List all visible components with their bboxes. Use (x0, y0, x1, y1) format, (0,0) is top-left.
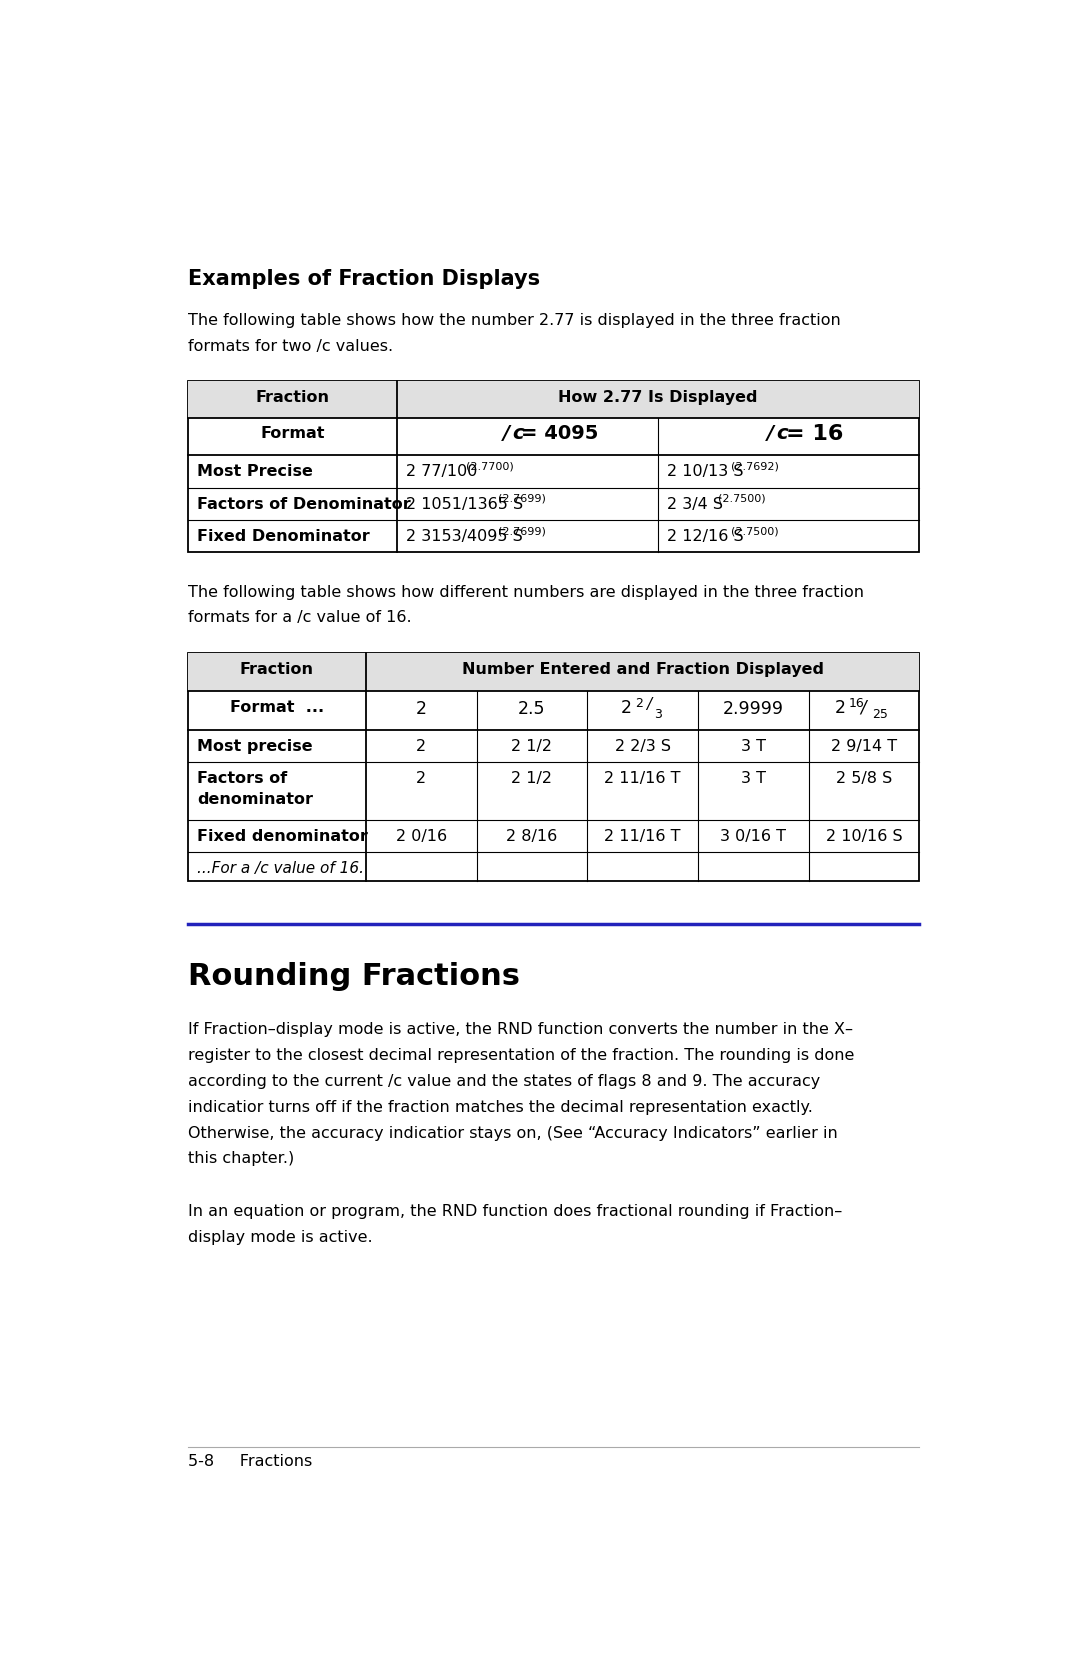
Text: 2 8/16: 2 8/16 (507, 830, 557, 845)
Text: (2.7699): (2.7699) (498, 525, 546, 535)
Text: formats for two /c values.: formats for two /c values. (188, 340, 393, 355)
Text: 2.5: 2.5 (518, 701, 545, 718)
Text: Examples of Fraction Displays: Examples of Fraction Displays (188, 269, 540, 288)
Text: 2 77/100: 2 77/100 (406, 465, 477, 480)
Text: 2: 2 (416, 771, 427, 786)
Text: 3 T: 3 T (741, 739, 766, 755)
Bar (188, 381, 919, 418)
Text: 2: 2 (416, 739, 427, 755)
Text: 25: 25 (872, 708, 888, 721)
Text: 2 12/16 S: 2 12/16 S (667, 529, 744, 544)
Text: Rounding Fractions: Rounding Fractions (188, 962, 519, 992)
Text: 2 5/8 S: 2 5/8 S (836, 771, 892, 786)
Text: c: c (777, 425, 787, 443)
Text: (2.7700): (2.7700) (467, 462, 514, 472)
Text: Factors of Denominator: Factors of Denominator (197, 497, 410, 512)
Text: 2 1/2: 2 1/2 (512, 739, 553, 755)
Text: 2 10/16 S: 2 10/16 S (825, 830, 902, 845)
Bar (188, 381, 919, 552)
Text: = 4095: = 4095 (522, 425, 598, 443)
Text: Factors of
denominator: Factors of denominator (197, 771, 313, 808)
Text: 2 11/16 T: 2 11/16 T (605, 771, 680, 786)
Text: 16: 16 (849, 696, 864, 709)
Text: 2 0/16: 2 0/16 (395, 830, 447, 845)
Text: The following table shows how different numbers are displayed in the three fract: The following table shows how different … (188, 584, 864, 599)
Text: Format  ...: Format ... (230, 701, 324, 716)
Text: If Fraction–display mode is active, the RND function converts the number in the : If Fraction–display mode is active, the … (188, 1022, 853, 1037)
Text: 3 0/16 T: 3 0/16 T (720, 830, 786, 845)
Text: register to the closest decimal representation of the fraction. The rounding is : register to the closest decimal represen… (188, 1049, 854, 1062)
Text: this chapter.): this chapter.) (188, 1151, 294, 1166)
Text: 2: 2 (635, 698, 643, 711)
Text: 3 T: 3 T (741, 771, 766, 786)
Text: Number Entered and Fraction Displayed: Number Entered and Fraction Displayed (461, 663, 824, 678)
Text: Most Precise: Most Precise (197, 465, 313, 480)
Text: = 16: = 16 (785, 425, 843, 445)
Text: In an equation or program, the RND function does fractional rounding if Fraction: In an equation or program, the RND funct… (188, 1205, 842, 1220)
Text: Otherwise, the accuracy indicatior stays on, (See “Accuracy Indicators” earlier : Otherwise, the accuracy indicatior stays… (188, 1126, 837, 1141)
Text: 3: 3 (654, 708, 662, 721)
Text: /: / (860, 699, 866, 718)
Text: 2: 2 (835, 699, 846, 718)
Text: Fixed denominator: Fixed denominator (197, 830, 368, 845)
Text: ...For a /c value of 16.: ...For a /c value of 16. (197, 862, 364, 877)
Text: (2.7699): (2.7699) (498, 494, 546, 504)
Text: (2.7500): (2.7500) (731, 525, 779, 535)
Text: 5-8     Fractions: 5-8 Fractions (188, 1454, 312, 1469)
Text: formats for a /c value of 16.: formats for a /c value of 16. (188, 611, 411, 626)
Text: Most precise: Most precise (197, 739, 312, 755)
Text: /: / (767, 425, 774, 443)
Text: Fraction: Fraction (255, 390, 329, 405)
Text: 2 9/14 T: 2 9/14 T (831, 739, 897, 755)
Text: Fraction: Fraction (240, 663, 314, 678)
Text: Format: Format (260, 427, 325, 442)
Bar (188, 652, 919, 691)
Text: 2 3153/4095 S: 2 3153/4095 S (406, 529, 523, 544)
Text: c: c (512, 425, 524, 443)
Text: /: / (502, 425, 510, 443)
Bar (188, 652, 919, 882)
Text: 2 11/16 T: 2 11/16 T (605, 830, 680, 845)
Text: 2 2/3 S: 2 2/3 S (615, 739, 671, 755)
Text: 2 1051/1365 S: 2 1051/1365 S (406, 497, 524, 512)
Text: 2 10/13 S: 2 10/13 S (667, 465, 744, 480)
Text: (2.7692): (2.7692) (731, 462, 779, 472)
Text: 2.9999: 2.9999 (723, 701, 784, 718)
Text: 2: 2 (621, 699, 637, 718)
Text: (2.7500): (2.7500) (718, 494, 766, 504)
Text: The following table shows how the number 2.77 is displayed in the three fraction: The following table shows how the number… (188, 313, 840, 328)
Text: according to the current /c value and the states of flags 8 and 9. The accuracy: according to the current /c value and th… (188, 1074, 820, 1089)
Text: 2 3/4 S: 2 3/4 S (667, 497, 724, 512)
Text: Fixed Denominator: Fixed Denominator (197, 529, 369, 544)
Text: /: / (646, 698, 651, 713)
Text: 2: 2 (416, 701, 427, 718)
Text: 2 1/2: 2 1/2 (512, 771, 553, 786)
Text: How 2.77 Is Displayed: How 2.77 Is Displayed (558, 390, 758, 405)
Text: indicatior turns off if the fraction matches the decimal representation exactly.: indicatior turns off if the fraction mat… (188, 1099, 812, 1114)
Text: display mode is active.: display mode is active. (188, 1230, 373, 1245)
